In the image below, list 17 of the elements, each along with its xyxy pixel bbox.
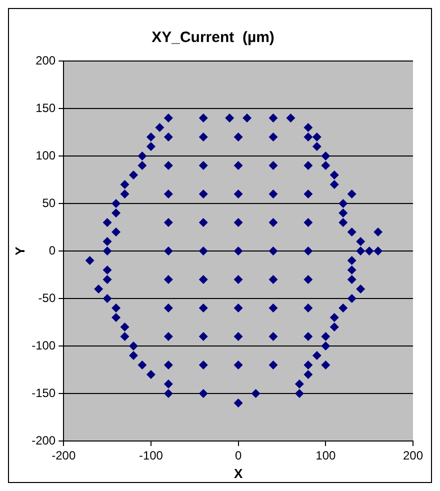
y-tick-label: 150: [36, 100, 56, 115]
y-tick-label: -200: [32, 433, 56, 448]
x-tick-label: 0: [234, 448, 242, 463]
y-tick-label: -100: [32, 338, 56, 352]
y-tick-label: -50: [38, 290, 56, 305]
chart-title: XY_Current (µm): [152, 29, 274, 46]
x-tick-label: 200: [402, 448, 424, 463]
x-tick-label: -200: [52, 448, 76, 463]
y-tick-label: 0: [48, 243, 56, 258]
y-tick-label: 200: [36, 53, 56, 68]
y-tick-label: 50: [42, 196, 56, 210]
y-tick-label: 100: [36, 148, 56, 162]
y-axis-title: Y: [12, 246, 28, 256]
x-tick-label: -100: [138, 448, 164, 463]
x-tick-label: 100: [316, 448, 336, 463]
y-tick-label: -150: [32, 386, 56, 400]
x-axis-title: X: [234, 466, 243, 481]
